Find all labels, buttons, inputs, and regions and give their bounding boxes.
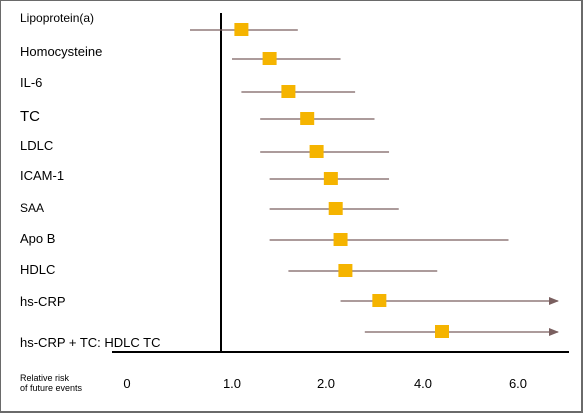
point-estimate-marker bbox=[323, 172, 338, 185]
row-label: Apo B bbox=[20, 231, 55, 246]
x-axis-label-line-2: of future events bbox=[20, 383, 83, 393]
row-label: IL-6 bbox=[20, 75, 42, 90]
row-label: SAA bbox=[20, 201, 44, 215]
x-tick-label: 0 bbox=[123, 376, 130, 391]
x-tick-label: 6.0 bbox=[509, 376, 527, 391]
point-estimate-marker bbox=[338, 264, 353, 277]
row-label: LDLC bbox=[20, 138, 53, 153]
x-tick-label: 1.0 bbox=[223, 376, 241, 391]
point-estimate-marker bbox=[262, 52, 277, 65]
point-estimate-marker bbox=[328, 202, 343, 215]
row-label: Homocysteine bbox=[20, 44, 102, 59]
x-axis-label: Relative risk of future events bbox=[20, 373, 83, 393]
row-label: hs-CRP bbox=[20, 294, 66, 309]
point-estimate-marker bbox=[234, 23, 249, 36]
point-estimate-marker bbox=[372, 294, 387, 307]
point-estimate-marker bbox=[309, 145, 324, 158]
forest-rows: Lipoprotein(a) Homocysteine IL-6 TC LDLC ICAM… bbox=[20, 11, 559, 350]
x-tick-label: 4.0 bbox=[414, 376, 432, 391]
row-label: ICAM-1 bbox=[20, 168, 64, 183]
point-estimate-marker bbox=[300, 112, 315, 125]
x-axis-label-line-1: Relative risk bbox=[20, 373, 70, 383]
x-tick-labels: 0 1.0 2.0 4.0 6.0 bbox=[123, 376, 527, 391]
row-label: TC bbox=[20, 108, 40, 125]
row-label: HDLC bbox=[20, 262, 55, 277]
x-tick-label: 2.0 bbox=[317, 376, 335, 391]
row-label: Lipoprotein(a) bbox=[20, 11, 94, 25]
point-estimate-marker bbox=[281, 85, 296, 98]
point-estimate-marker bbox=[435, 325, 449, 338]
point-estimate-marker bbox=[333, 233, 348, 246]
row-label: hs-CRP + TC: HDLC TC bbox=[20, 335, 161, 350]
